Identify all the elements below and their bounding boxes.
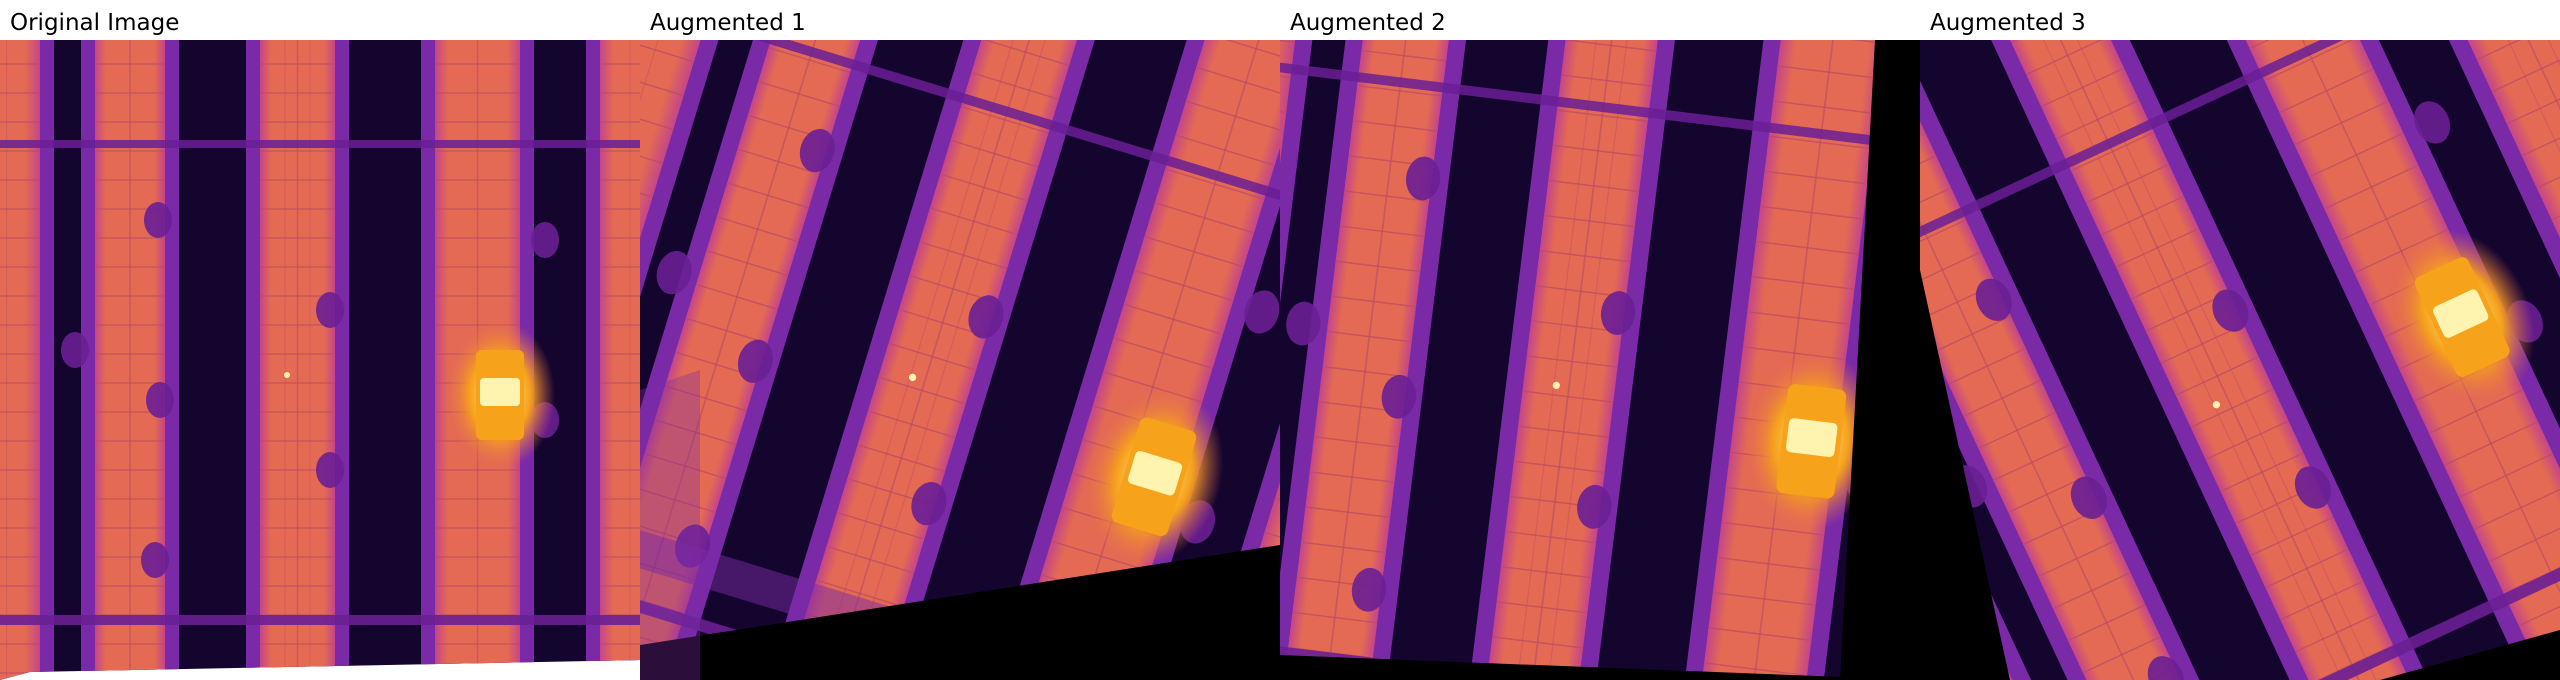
panel-title: Original Image [10,10,180,36]
panel-row [0,40,54,680]
panel-augmented-3: Augmented 3 [1920,0,2560,680]
panel-augmented-1: Augmented 1 [640,0,1280,680]
hotspot [1743,350,1879,533]
panel-augmented-2: Augmented 2 [1280,0,1920,680]
panel-title: Augmented 1 [650,10,806,36]
hotspot [445,320,555,470]
panel-row [1920,40,2332,680]
thermal-image [640,40,1280,680]
panel-row [1280,40,1498,680]
panel-row [1439,40,1704,680]
thermal-image [1920,40,2560,680]
panel-title: Augmented 2 [1290,10,1446,36]
panel-row [246,40,349,680]
panel-row [81,40,179,680]
hotspot [2390,229,2535,405]
thermal-image [1280,40,1920,680]
panel-row [640,40,814,680]
panel-row [586,40,640,680]
panel-row [1921,40,2520,680]
panel-original: Original Image [0,0,640,680]
hotspot [1084,387,1224,567]
panel-row [2296,40,2560,680]
thermal-image [0,40,640,680]
panel-title: Augmented 3 [1930,10,2086,36]
